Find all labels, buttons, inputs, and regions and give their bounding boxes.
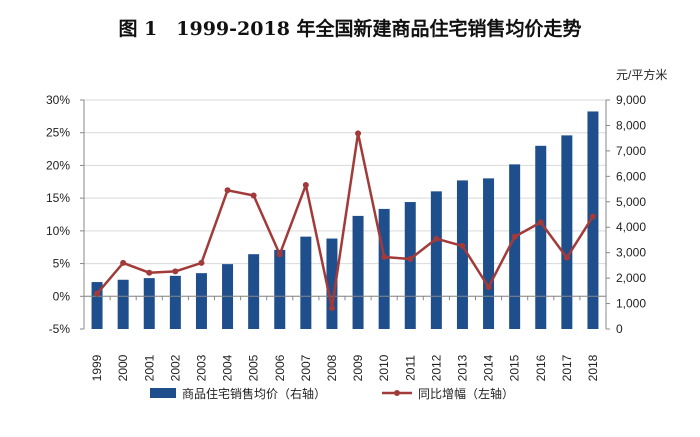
x-tick-label: 2001 (142, 354, 156, 381)
x-tick-label: 1999 (90, 354, 104, 381)
x-tick-label: 2018 (586, 354, 600, 381)
right-tick-label: 3,000 (616, 246, 646, 260)
right-tick-label: 1,000 (616, 297, 646, 311)
growth-line (96, 132, 595, 310)
legend-bar-label: 商品住宅销售均价（右轴） (182, 386, 326, 401)
x-tick-label: 2015 (508, 354, 522, 381)
bar (483, 178, 495, 329)
right-axis-unit: 元/平方米 (616, 67, 667, 82)
x-tick-label: 2012 (429, 354, 443, 381)
bar (117, 279, 129, 329)
x-tick-label: 2003 (194, 354, 208, 381)
left-tick-label: 0% (53, 289, 71, 303)
growth-point (94, 290, 101, 297)
x-tick-label: 2016 (534, 354, 548, 381)
bar (378, 208, 390, 329)
left-tick-label: 5% (53, 257, 71, 271)
bar (274, 249, 286, 329)
legend-line-label: 同比增幅（左轴） (418, 386, 514, 401)
growth-point (485, 284, 492, 291)
growth-point (250, 192, 257, 199)
right-tick-label: 4,000 (616, 220, 646, 234)
growth-point (407, 255, 414, 262)
right-tick-label: 5,000 (616, 195, 646, 209)
left-tick-label: 30% (46, 93, 70, 107)
legend-line-marker (394, 390, 400, 396)
growth-point (276, 251, 283, 258)
growth-point (302, 182, 309, 189)
bar (430, 191, 442, 329)
growth-point (328, 305, 335, 312)
bar (561, 135, 573, 329)
growth-point (459, 242, 466, 249)
bar (91, 282, 103, 329)
bar (352, 215, 364, 329)
growth-point (120, 259, 127, 266)
right-tick-label: 9,000 (616, 93, 646, 107)
bar (195, 273, 207, 329)
bar (404, 202, 416, 329)
x-tick-label: 2017 (560, 354, 574, 381)
growth-point (198, 259, 205, 266)
left-tick-label: 10% (46, 224, 70, 238)
bar (456, 180, 468, 329)
x-tick-label: 2013 (455, 354, 469, 381)
x-tick-label: 2008 (325, 354, 339, 381)
growth-point (355, 130, 362, 137)
x-tick-label: 2005 (247, 354, 261, 381)
left-tick-label: 20% (46, 158, 70, 172)
x-tick-label: 2004 (221, 354, 235, 381)
legend-bar-swatch (150, 388, 176, 398)
growth-point (589, 213, 596, 220)
x-tick-label: 2006 (273, 354, 287, 381)
left-tick-label: -5% (49, 322, 71, 336)
growth-point (511, 233, 518, 240)
x-tick-label: 2007 (299, 354, 313, 381)
right-tick-label: 7,000 (616, 144, 646, 158)
bar (143, 278, 155, 329)
x-tick-label: 2002 (168, 354, 182, 381)
right-tick-label: 2,000 (616, 271, 646, 285)
bar (535, 145, 547, 329)
growth-point (224, 187, 231, 194)
right-tick-label: 8,000 (616, 118, 646, 132)
x-tick-label: 2010 (377, 354, 391, 381)
growth-point (146, 269, 153, 276)
bar (169, 275, 181, 329)
growth-point (433, 235, 440, 242)
chart-title: 图 1 1999-2018 年全国新建商品住宅销售均价走势 (118, 18, 582, 40)
x-tick-label: 2009 (351, 354, 365, 381)
bar (326, 238, 338, 329)
growth-point (172, 268, 179, 275)
left-tick-label: 25% (46, 126, 70, 140)
right-tick-label: 0 (616, 322, 623, 336)
bar (248, 254, 260, 329)
growth-point (381, 254, 388, 261)
bar (300, 236, 312, 329)
x-tick-label: 2000 (116, 354, 130, 381)
x-tick-label: 2011 (403, 355, 417, 381)
right-tick-label: 6,000 (616, 169, 646, 183)
bar (587, 111, 599, 329)
left-tick-label: 15% (46, 191, 70, 205)
x-tick-label: 2014 (482, 354, 496, 381)
growth-point (563, 254, 570, 261)
growth-point (537, 219, 544, 226)
bar (509, 164, 521, 329)
